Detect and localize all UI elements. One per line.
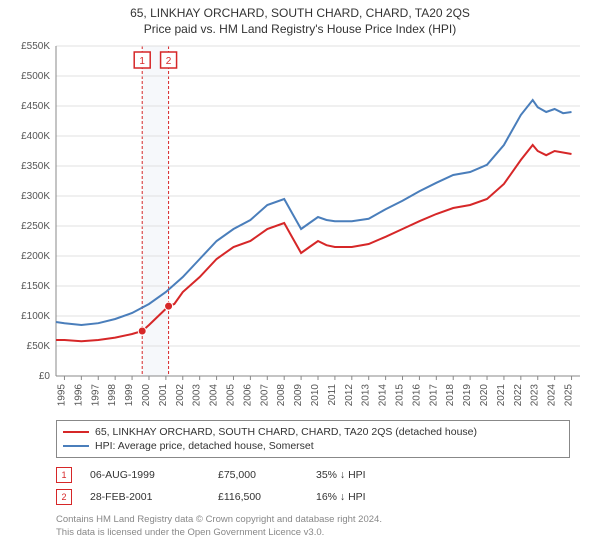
y-axis-label: £550K [21,42,50,52]
legend-label: HPI: Average price, detached house, Some… [95,440,314,452]
x-axis-label: 2014 [378,384,389,407]
y-axis-label: £50K [27,341,51,352]
legend: 65, LINKHAY ORCHARD, SOUTH CHARD, CHARD,… [56,420,570,458]
x-axis-label: 1998 [107,384,118,407]
x-axis-label: 2024 [547,384,558,407]
y-axis-label: £400K [21,131,50,142]
y-axis-label: £300K [21,191,50,202]
x-axis-label: 2002 [175,384,186,407]
sale-row-diff: 16% ↓ HPI [316,491,426,503]
sale-row-diff: 35% ↓ HPI [316,469,426,481]
title-block: 65, LINKHAY ORCHARD, SOUTH CHARD, CHARD,… [0,0,600,36]
sale-point [138,327,146,335]
x-axis-label: 2001 [158,384,169,407]
x-axis-label: 2019 [462,384,473,407]
sale-marker-number: 1 [139,56,145,67]
legend-swatch [63,445,89,447]
chart-title-sub: Price paid vs. HM Land Registry's House … [0,22,600,36]
x-axis-label: 2006 [242,384,253,407]
x-axis-label: 2000 [141,384,152,407]
sale-row-marker: 1 [56,467,72,483]
x-axis-label: 2007 [259,384,270,407]
x-axis-label: 2025 [564,384,575,407]
x-axis-label: 2022 [513,384,524,407]
y-axis-label: £250K [21,221,50,232]
y-axis-label: £500K [21,71,50,82]
series-hpi [56,100,572,325]
x-axis-label: 2011 [327,384,338,406]
chart-svg: £0 £50K £100K £150K £200K £250K £300K £350K £400… [10,42,590,412]
sale-point [165,302,173,310]
x-axis-label: 2015 [395,384,406,407]
x-axis-label: 2009 [293,384,304,407]
x-axis-label: 1995 [56,384,67,407]
legend-item: 65, LINKHAY ORCHARD, SOUTH CHARD, CHARD,… [63,425,563,439]
y-axis-label: £450K [21,101,50,112]
y-axis-label: £200K [21,251,50,262]
legend-swatch [63,431,89,433]
x-axis-label: 2020 [479,384,490,407]
chart-area: £0 £50K £100K £150K £200K £250K £300K £350K £400… [10,42,590,412]
sale-row: 1 06-AUG-1999 £75,000 35% ↓ HPI [56,464,570,486]
x-axis-label: 2018 [445,384,456,407]
sale-row-date: 28-FEB-2001 [90,491,200,503]
x-axis-label: 2008 [276,384,287,407]
legend-item: HPI: Average price, detached house, Some… [63,439,563,453]
credits-line-1: Contains HM Land Registry data © Crown c… [56,514,570,527]
y-axis-label: £0 [39,371,51,382]
sale-row-marker: 2 [56,489,72,505]
legend-label: 65, LINKHAY ORCHARD, SOUTH CHARD, CHARD,… [95,426,477,438]
x-axis-label: 2005 [225,384,236,407]
credits: Contains HM Land Registry data © Crown c… [56,514,570,540]
x-axis-label: 2004 [209,384,220,407]
sale-row-date: 06-AUG-1999 [90,469,200,481]
y-axis-label: £150K [21,281,50,292]
y-axis-label: £350K [21,161,50,172]
x-axis-label: 2010 [310,384,321,407]
sale-marker-number: 2 [166,56,172,67]
x-axis-label: 2017 [428,384,439,407]
credits-line-2: This data is licensed under the Open Gov… [56,527,570,540]
y-axis-label: £100K [21,311,50,322]
x-axis-label: 1997 [90,384,101,407]
x-axis-label: 2023 [530,384,541,407]
x-axis-label: 2012 [344,384,355,407]
sale-row-price: £75,000 [218,469,298,481]
x-axis-label: 1996 [73,384,84,407]
x-axis-label: 1999 [124,384,135,407]
x-axis-label: 2003 [192,384,203,407]
chart-title-address: 65, LINKHAY ORCHARD, SOUTH CHARD, CHARD,… [0,6,600,20]
x-axis-label: 2021 [496,384,507,407]
sale-row: 2 28-FEB-2001 £116,500 16% ↓ HPI [56,486,570,508]
sales-table: 1 06-AUG-1999 £75,000 35% ↓ HPI 2 28-FEB-2001… [56,464,570,508]
sale-row-price: £116,500 [218,491,298,503]
x-axis-label: 2013 [361,384,372,407]
x-axis-label: 2016 [411,384,422,407]
